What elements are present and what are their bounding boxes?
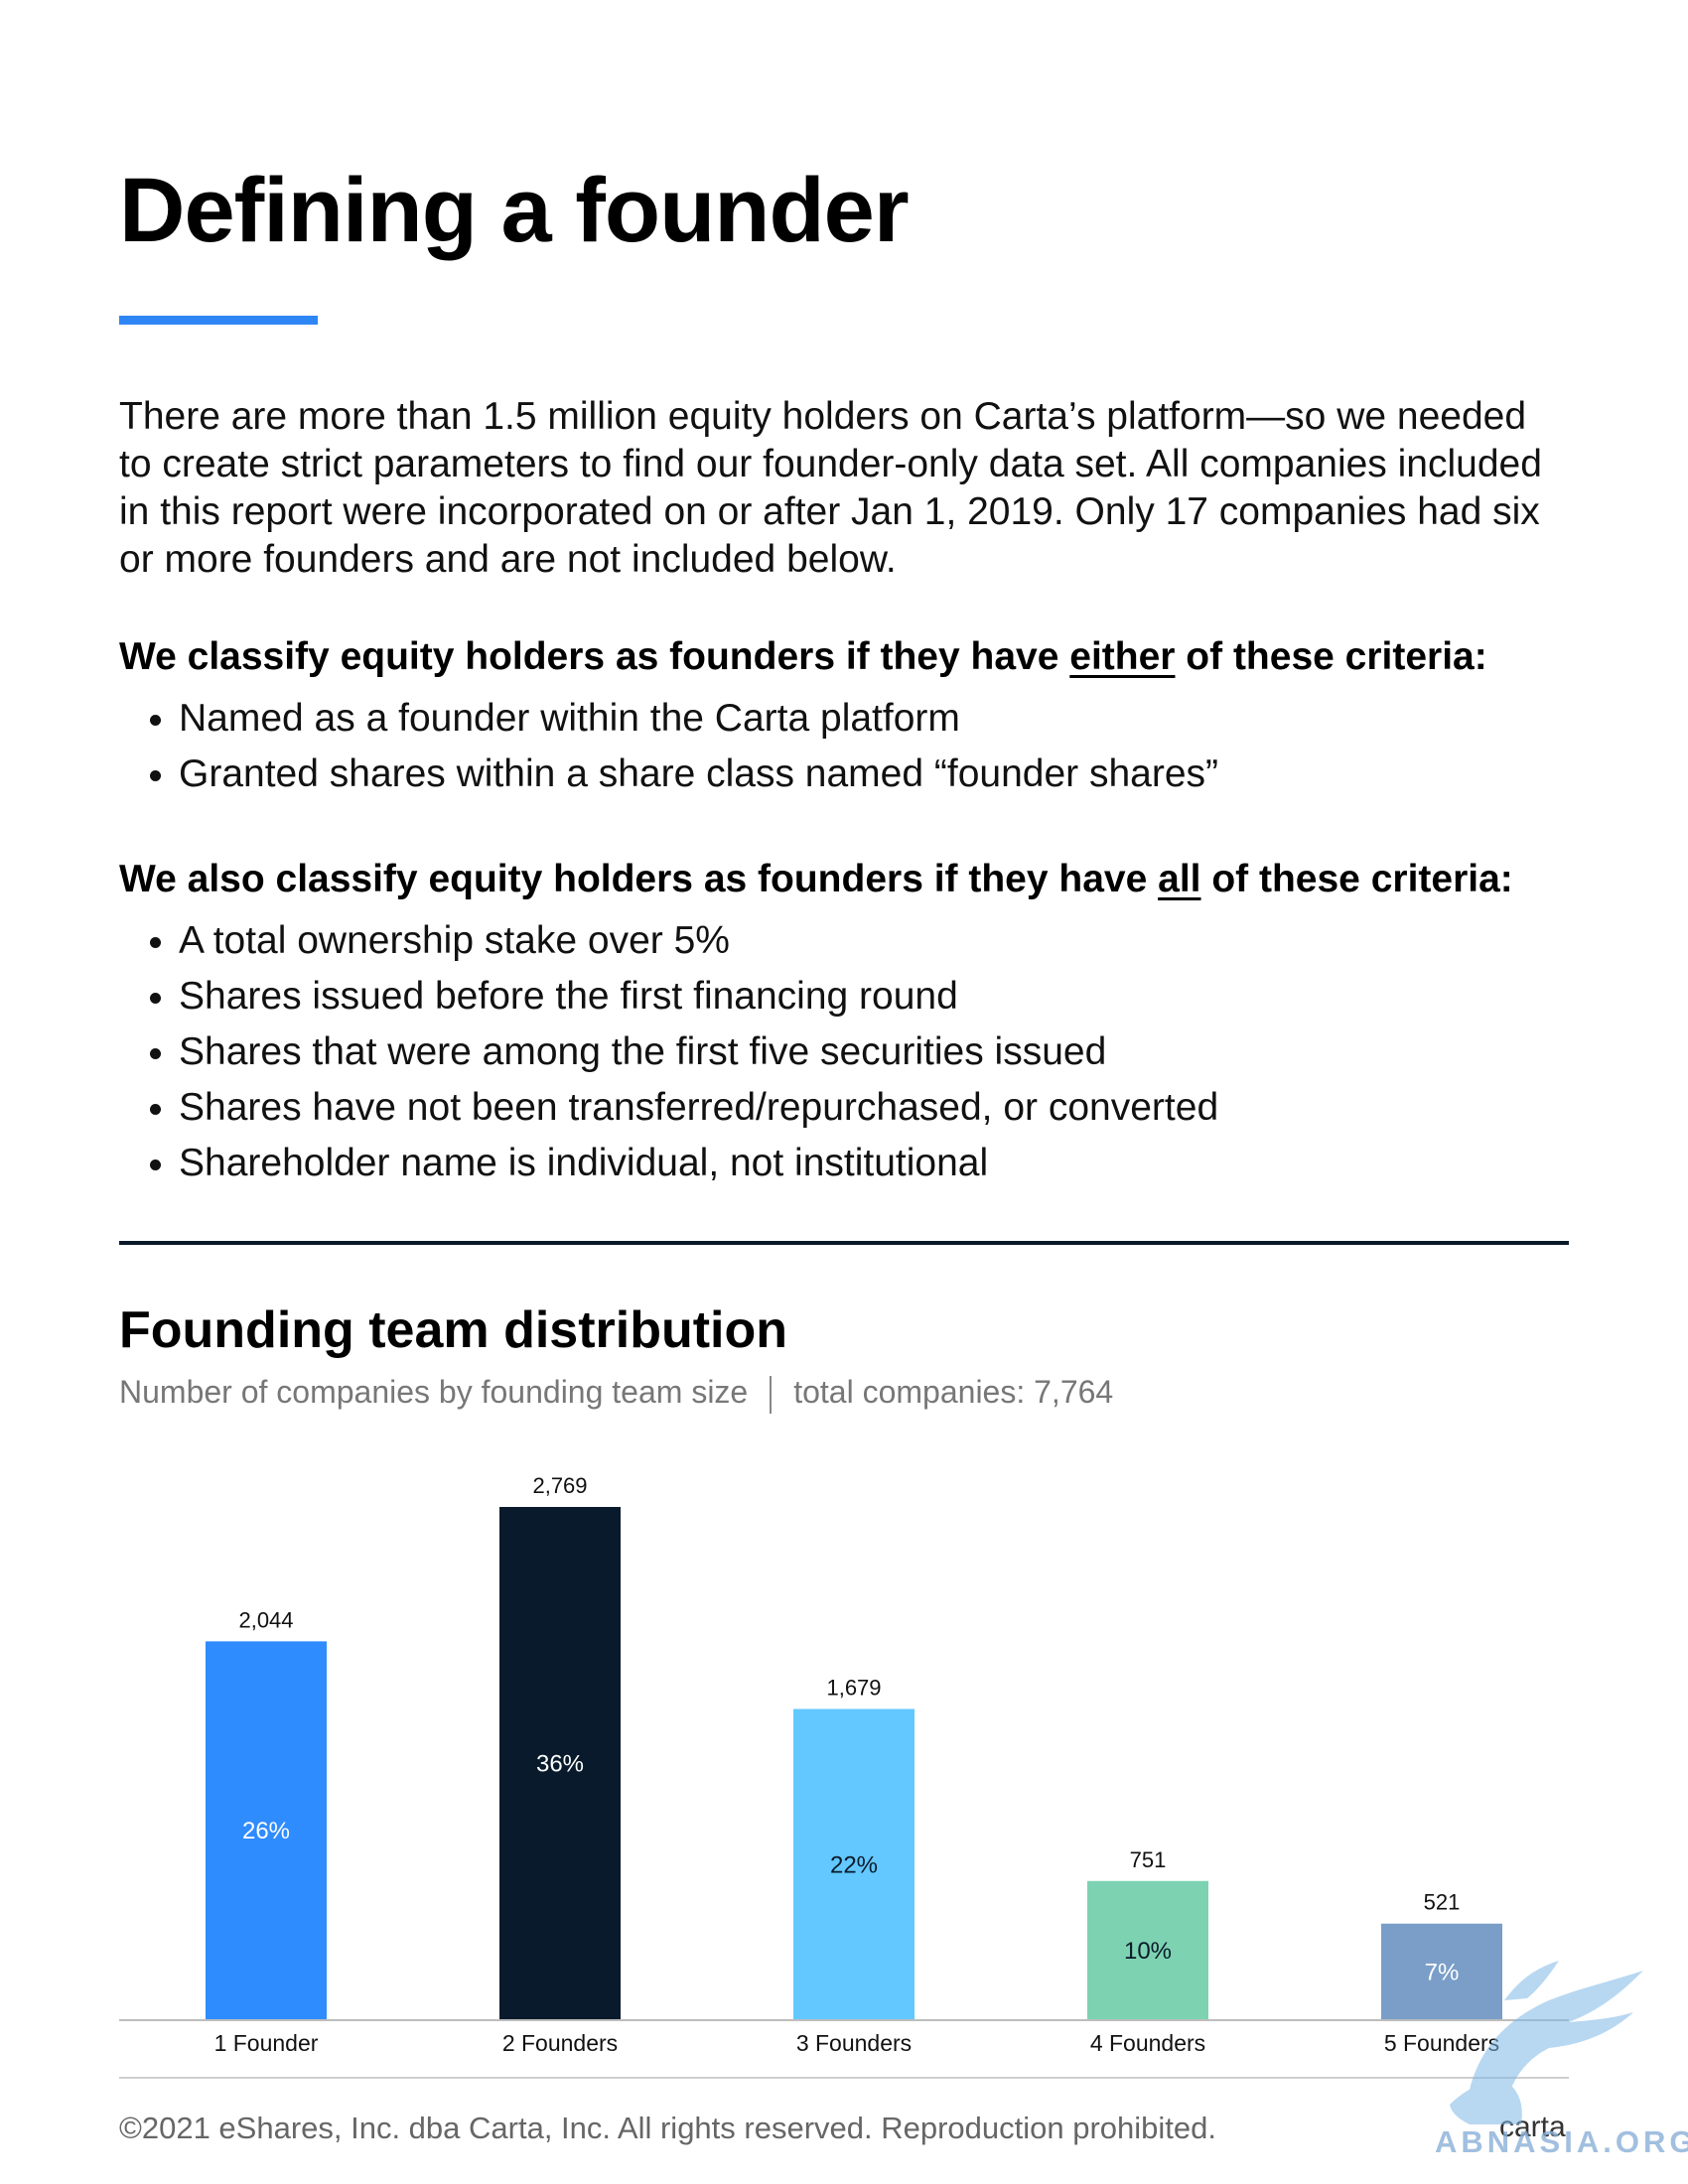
bar-value-label-3: 1,679: [826, 1676, 881, 1701]
either-criteria-list: Named as a founder within the Carta plat…: [119, 691, 1218, 802]
bar-1: [206, 1641, 327, 2020]
either-heading-text-after: of these criteria:: [1175, 635, 1487, 678]
bar-value-label-2: 2,769: [532, 1473, 587, 1498]
all-heading-text-before: We also classify equity holders as found…: [119, 858, 1159, 900]
bar-value-label-1: 2,044: [238, 1607, 293, 1632]
intro-paragraph: There are more than 1.5 million equity h…: [119, 395, 1542, 581]
chart-subtitle: Number of companies by founding team siz…: [119, 1374, 1113, 1414]
all-criteria-heading: We also classify equity holders as found…: [119, 856, 1513, 903]
all-criteria-item: Shareholder name is individual, not inst…: [179, 1136, 1218, 1191]
bar-2: [499, 1507, 621, 2020]
bar-percent-label-4: 10%: [1124, 1938, 1172, 1965]
footer-rule: [119, 2077, 1569, 2079]
all-criteria-item: Shares that were among the first five se…: [179, 1024, 1218, 1080]
all-criteria-item: Shares have not been transferred/repurch…: [179, 1080, 1218, 1136]
bar-percent-label-3: 22%: [830, 1851, 878, 1878]
bar-5: [1381, 1923, 1502, 2020]
either-heading-text-before: We classify equity holders as founders i…: [119, 635, 1070, 678]
bar-percent-label-5: 7%: [1425, 1959, 1460, 1985]
all-criteria-list: A total ownership stake over 5% Shares i…: [119, 913, 1218, 1191]
chart-subtitle-left: Number of companies by founding team siz…: [119, 1374, 749, 1410]
bar-value-label-4: 751: [1130, 1847, 1167, 1872]
bar-value-label-5: 521: [1424, 1890, 1461, 1915]
watermark-griffin-logo: [1450, 1961, 1643, 2124]
bar-percent-label-1: 26%: [242, 1818, 290, 1844]
either-heading-emphasis: either: [1069, 635, 1176, 678]
bar-percent-label-2: 36%: [536, 1751, 584, 1778]
all-heading-text-after: of these criteria:: [1200, 858, 1513, 900]
footer-copyright: ©2021 eShares, Inc. dba Carta, Inc. All …: [119, 2111, 1217, 2145]
category-label-5: 5 Founders: [1384, 2030, 1499, 2056]
subtitle-separator: [770, 1375, 773, 1414]
title-accent-rule: [119, 316, 318, 325]
bar-3: [793, 1708, 914, 2020]
either-criteria-item: Granted shares within a share class name…: [179, 747, 1218, 802]
all-criteria-item: Shares issued before the first financing…: [179, 969, 1218, 1024]
chart-subtitle-right: total companies: 7,764: [793, 1374, 1114, 1410]
watermark-text: ABNASIA.ORG: [1435, 2124, 1688, 2159]
category-label-2: 2 Founders: [502, 2030, 618, 2056]
chart-title: Founding team distribution: [119, 1301, 788, 1359]
either-criteria-item: Named as a founder within the Carta plat…: [179, 691, 1218, 747]
either-criteria-heading: We classify equity holders as founders i…: [119, 633, 1487, 681]
category-label-3: 3 Founders: [796, 2030, 912, 2056]
category-label-4: 4 Founders: [1090, 2030, 1205, 2056]
all-criteria-item: A total ownership stake over 5%: [179, 913, 1218, 969]
page-title: Defining a founder: [119, 160, 910, 261]
bar-4: [1087, 1880, 1208, 2020]
all-heading-emphasis: all: [1158, 858, 1201, 900]
section-divider: [119, 1241, 1569, 1245]
category-label-1: 1 Founder: [214, 2030, 319, 2056]
